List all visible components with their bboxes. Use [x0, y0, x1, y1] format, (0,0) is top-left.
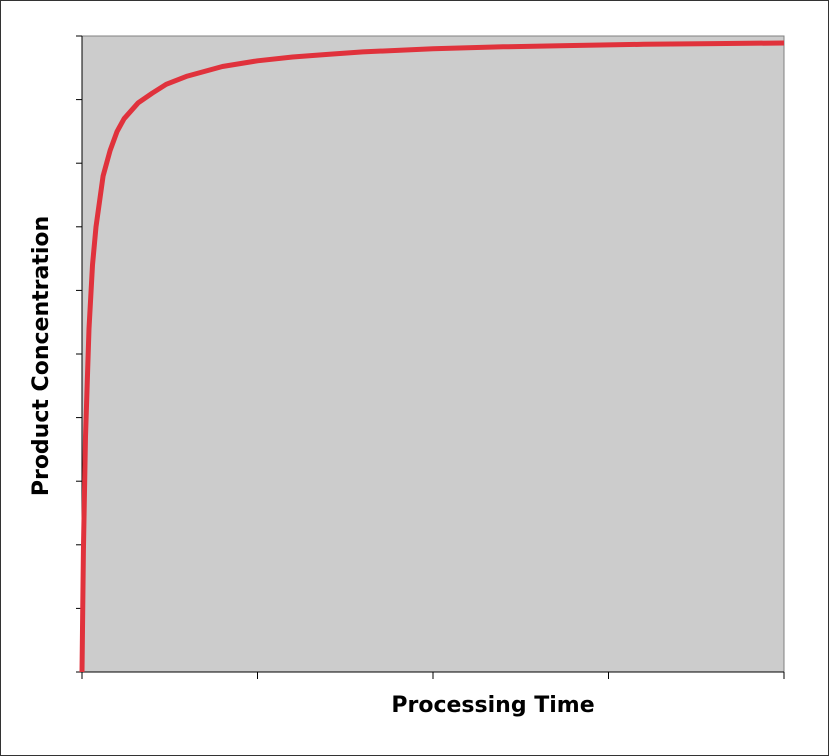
- y-axis-title: Product Concentration: [29, 216, 54, 496]
- x-axis-title: Processing Time: [391, 693, 594, 718]
- x-axis: [76, 671, 785, 679]
- series-layer: [79, 40, 785, 673]
- series-line: [79, 40, 785, 673]
- plot-area: [81, 35, 785, 673]
